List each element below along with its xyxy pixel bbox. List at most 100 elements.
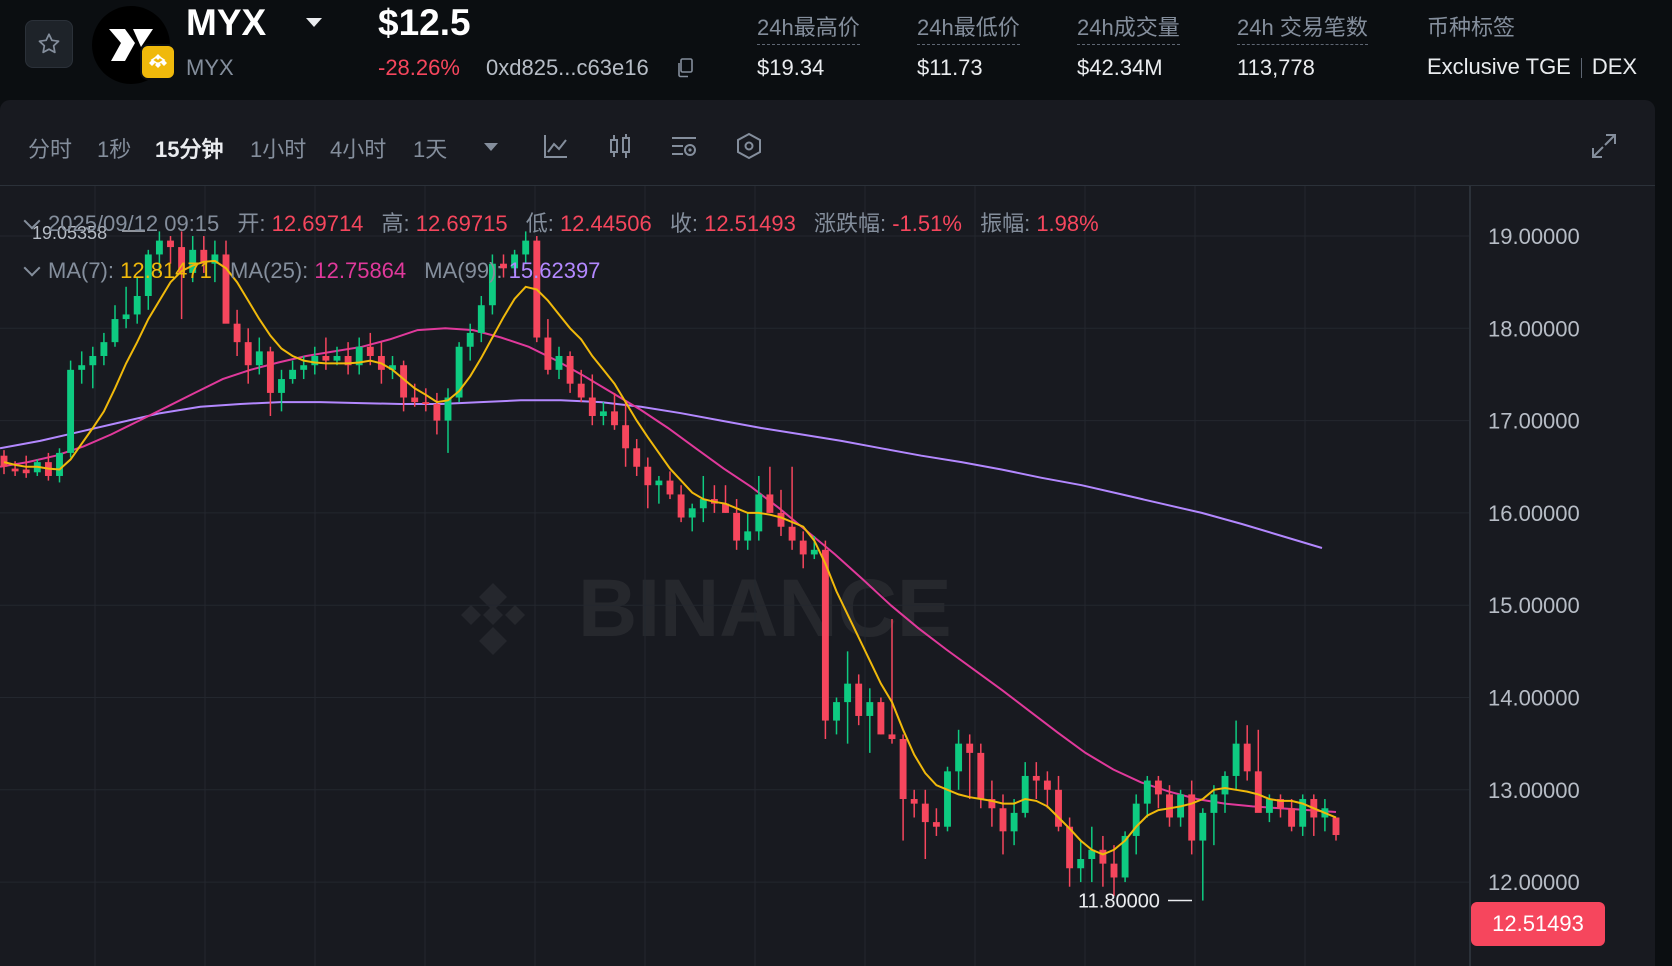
candle-body — [500, 263, 507, 269]
interval-1d[interactable]: 1天 — [413, 137, 448, 162]
candle-body — [155, 240, 163, 255]
candle-body — [522, 240, 530, 255]
ma7-label: MA(7): — [48, 258, 114, 283]
token-header: MYX MYX $12.5 -28.26% 0xd825...c63e16 24… — [0, 0, 1672, 100]
candle-body — [722, 503, 729, 513]
candle-body — [877, 702, 885, 735]
ma25-path — [0, 327, 1337, 813]
candle-body — [555, 355, 563, 370]
candle-body — [688, 508, 696, 518]
candle-body — [1299, 799, 1307, 827]
current-price-tag: 12.51493 — [1471, 902, 1605, 946]
candle-body — [455, 346, 463, 398]
candle-body — [411, 397, 419, 403]
candle-body — [766, 494, 774, 513]
candle-body — [366, 346, 374, 356]
favorite-button[interactable] — [25, 20, 73, 68]
candle-body — [966, 743, 974, 753]
candle-body — [22, 469, 30, 474]
candle-body — [56, 452, 63, 476]
stat-value: $19.34 — [757, 55, 825, 80]
token-symbol[interactable]: MYX — [186, 2, 267, 43]
chevron-down-icon[interactable] — [306, 18, 322, 27]
low-value: 12.44506 — [559, 211, 652, 236]
candle-body — [244, 342, 252, 366]
axis-tick-label: 14.00000 — [1488, 686, 1580, 711]
tag-item[interactable]: DEX — [1591, 54, 1638, 79]
high-value: 12.69715 — [415, 211, 508, 236]
candle-body — [588, 397, 596, 416]
candle-body — [1243, 743, 1251, 772]
candle-style-icon[interactable] — [606, 132, 634, 160]
candle-body — [444, 397, 452, 421]
candle-body — [78, 365, 86, 370]
ohlc-datetime: 2025/09/12 09:15 — [48, 211, 220, 236]
candle-body — [1099, 849, 1107, 864]
candle-body — [932, 822, 940, 827]
candle-body — [111, 319, 119, 343]
candle-body — [1232, 743, 1240, 776]
hexagon-icon[interactable] — [735, 132, 763, 160]
indicator-chart-icon[interactable] — [542, 132, 570, 160]
candle-body — [1132, 803, 1140, 836]
stat-high: 24h最高价 $19.34 — [757, 10, 860, 81]
candle-body — [289, 369, 297, 380]
chevron-down-icon[interactable] — [23, 212, 41, 230]
candle-body — [422, 402, 430, 404]
candlestick-chart[interactable]: BINANCE 19.00000 18.00000 17.00000 16.00000… — [0, 186, 1655, 966]
candle-body — [100, 342, 108, 356]
chart-canvas[interactable]: BINANCE 19.00000 18.00000 17.00000 16.00000… — [0, 186, 1655, 966]
candle-body — [67, 369, 75, 453]
candle-body — [200, 249, 208, 264]
candle-body — [1143, 780, 1151, 804]
ma-legend: MA(7): 12.81471 MA(25): 12.75864 MA(99):… — [22, 258, 600, 284]
candle-body — [655, 480, 663, 486]
interval-1s[interactable]: 1秒 — [97, 137, 132, 162]
ma99-label: MA(99): — [424, 258, 503, 283]
amplitude-value: 1.98% — [1036, 211, 1099, 236]
axis-tick-label: 17.00000 — [1488, 409, 1580, 434]
candle-body — [777, 512, 785, 527]
candle-body — [488, 263, 496, 306]
interval-1h[interactable]: 1小时 — [250, 137, 307, 162]
candle-body — [1221, 775, 1229, 795]
candle-body — [11, 468, 19, 472]
change-value: -1.51% — [892, 211, 962, 236]
chart-panel: 分时 1秒 15分钟 1小时 4小时 1天 BINANCE 19.00000 18… — [0, 100, 1655, 966]
candle-body — [511, 254, 519, 269]
stat-tags: 币种标签 Exclusive TGE DEX — [1427, 10, 1637, 80]
candle-body — [1032, 775, 1040, 781]
token-tags: Exclusive TGE DEX — [1427, 54, 1637, 80]
stat-label[interactable]: 24h最高价 — [757, 10, 860, 45]
candle-body — [577, 383, 585, 398]
tag-item[interactable]: Exclusive TGE — [1427, 54, 1571, 79]
candle-body — [322, 355, 330, 361]
candle-body — [344, 355, 352, 366]
ma7-value: 12.81471 — [120, 258, 212, 283]
expand-icon[interactable] — [1590, 132, 1618, 160]
candle-body — [1210, 794, 1218, 813]
stat-label[interactable]: 24h 交易笔数 — [1237, 10, 1368, 45]
chevron-down-icon[interactable] — [484, 143, 498, 151]
stat-value: 113,778 — [1237, 55, 1315, 80]
chevron-down-icon[interactable] — [23, 259, 41, 277]
interval-15m[interactable]: 15分钟 — [155, 137, 224, 162]
stat-label[interactable]: 24h最低价 — [917, 10, 1020, 45]
token-name: MYX — [186, 55, 234, 80]
candle-body — [266, 351, 274, 393]
candles — [0, 231, 1340, 901]
star-icon — [38, 33, 60, 54]
stat-low: 24h最低价 $11.73 — [917, 10, 1020, 81]
axis-tick-label: 16.00000 — [1488, 501, 1580, 526]
settings-sliders-icon[interactable] — [670, 132, 698, 160]
interval-time[interactable]: 分时 — [28, 137, 73, 162]
axis-tick-label: 19.00000 — [1488, 224, 1580, 249]
stat-label[interactable]: 24h成交量 — [1077, 10, 1180, 45]
candle-body — [677, 494, 685, 518]
interval-4h[interactable]: 4小时 — [330, 137, 387, 162]
candle-body — [1277, 799, 1284, 809]
candle-body — [866, 702, 874, 716]
copy-icon[interactable] — [676, 58, 694, 78]
candle-body — [988, 799, 996, 809]
binance-watermark: BINANCE — [461, 563, 952, 655]
